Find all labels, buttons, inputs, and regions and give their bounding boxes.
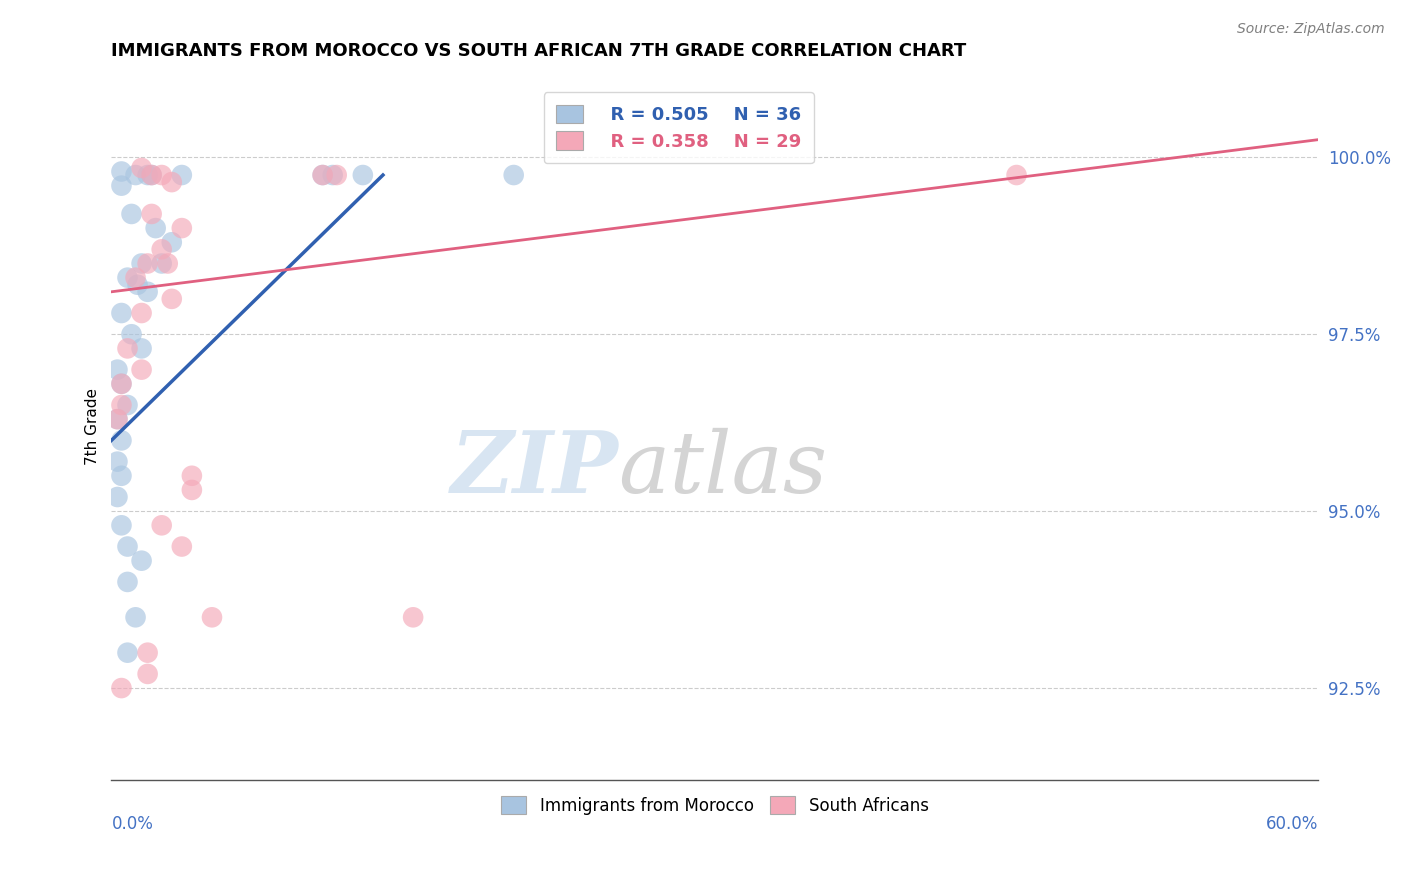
Point: [145, 221, 167, 235]
Text: IMMIGRANTS FROM MOROCCO VS SOUTH AFRICAN 7TH GRADE CORRELATION CHART: IMMIGRANTS FROM MOROCCO VS SOUTH AFRICAN…: [111, 42, 967, 60]
Point: [131, 362, 153, 376]
Legend: Immigrants from Morocco, South Africans: Immigrants from Morocco, South Africans: [495, 789, 935, 822]
Point: [117, 646, 139, 660]
Point: [311, 168, 333, 182]
Point: [124, 270, 146, 285]
Point: [352, 168, 374, 182]
Point: [110, 306, 132, 320]
Point: [121, 327, 143, 342]
Point: [322, 168, 344, 182]
Point: [150, 243, 173, 257]
Point: [141, 168, 163, 182]
Point: [136, 646, 159, 660]
Point: [325, 168, 347, 182]
Point: [141, 168, 163, 182]
Y-axis label: 7th Grade: 7th Grade: [86, 388, 100, 465]
Point: [110, 681, 132, 695]
Point: [110, 434, 132, 448]
Point: [110, 376, 132, 391]
Point: [110, 468, 132, 483]
Point: [121, 207, 143, 221]
Point: [201, 610, 224, 624]
Text: ZIP: ZIP: [450, 427, 619, 510]
Point: [131, 256, 153, 270]
Point: [107, 490, 129, 504]
Point: [170, 540, 193, 554]
Point: [107, 412, 129, 426]
Point: [117, 270, 139, 285]
Point: [150, 168, 173, 182]
Text: 0.0%: 0.0%: [111, 815, 153, 833]
Point: [107, 412, 129, 426]
Point: [131, 161, 153, 175]
Point: [170, 168, 193, 182]
Point: [117, 342, 139, 356]
Point: [136, 256, 159, 270]
Point: [110, 164, 132, 178]
Point: [136, 667, 159, 681]
Point: [141, 207, 163, 221]
Point: [170, 221, 193, 235]
Point: [110, 178, 132, 193]
Point: [110, 398, 132, 412]
Point: [117, 540, 139, 554]
Point: [160, 175, 183, 189]
Point: [131, 342, 153, 356]
Point: [124, 168, 146, 182]
Point: [160, 235, 183, 250]
Point: [136, 285, 159, 299]
Text: 60.0%: 60.0%: [1265, 815, 1319, 833]
Point: [131, 306, 153, 320]
Point: [124, 610, 146, 624]
Point: [117, 398, 139, 412]
Point: [402, 610, 425, 624]
Point: [107, 455, 129, 469]
Point: [110, 376, 132, 391]
Point: [110, 518, 132, 533]
Point: [160, 292, 183, 306]
Point: [150, 256, 173, 270]
Text: Source: ZipAtlas.com: Source: ZipAtlas.com: [1237, 22, 1385, 37]
Point: [1005, 168, 1028, 182]
Point: [311, 168, 333, 182]
Point: [117, 574, 139, 589]
Text: atlas: atlas: [619, 427, 827, 510]
Point: [180, 483, 202, 497]
Point: [127, 277, 149, 292]
Point: [502, 168, 524, 182]
Point: [136, 168, 159, 182]
Point: [180, 468, 202, 483]
Point: [156, 256, 179, 270]
Point: [131, 554, 153, 568]
Point: [107, 362, 129, 376]
Point: [150, 518, 173, 533]
